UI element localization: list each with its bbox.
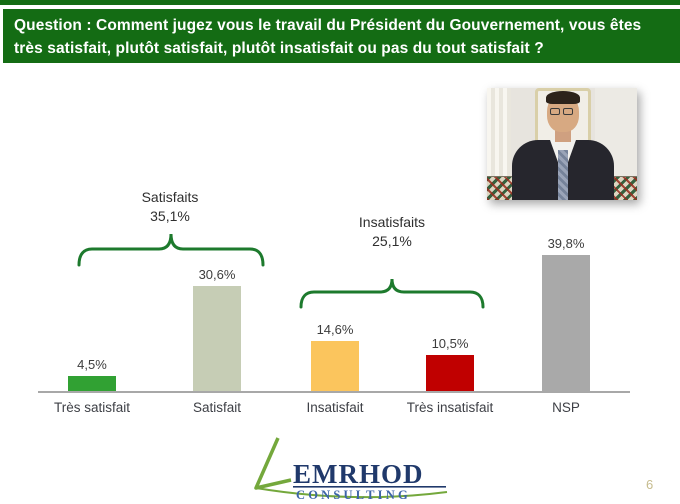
- emrhod-logo: EMRHOD CONSULTING: [254, 437, 448, 502]
- pm-portrait: [487, 88, 637, 200]
- bar-value-label-2: 14,6%: [316, 322, 354, 337]
- annotation-insatisfaits: Insatisfaits 25,1%: [317, 213, 467, 251]
- glasses-icon: [550, 108, 576, 116]
- annotation-insatisfaits-label: Insatisfaits: [358, 214, 426, 230]
- category-label-0: Très satisfait: [53, 400, 131, 415]
- category-label-4: NSP: [552, 400, 580, 415]
- bar-value-label-1: 30,6%: [198, 267, 236, 282]
- question-text: Question : Comment jugez vous le travail…: [14, 17, 642, 57]
- annotation-satisfaits-value: 35,1%: [150, 208, 190, 224]
- bar-chart: 4,5% 30,6% 14,6% 10,5% 39,8%: [0, 231, 680, 391]
- annotation-satisfaits-label: Satisfaits: [141, 189, 199, 205]
- category-label-2: Insatisfait: [306, 400, 364, 415]
- bracket-insatisfaits: [299, 278, 485, 309]
- bar-4: [542, 255, 590, 391]
- bar-value-label-0: 4,5%: [77, 357, 107, 372]
- bar-1: [193, 286, 241, 391]
- page-number: 6: [646, 477, 654, 492]
- category-label-3: Très insatisfait: [406, 400, 494, 415]
- bar-value-label-3: 10,5%: [431, 336, 469, 351]
- tie: [558, 150, 568, 200]
- logo-subtitle: CONSULTING: [296, 488, 411, 502]
- question-banner: Question : Comment jugez vous le travail…: [3, 9, 680, 63]
- category-labels: Très satisfait Satisfait Insatisfait Très i…: [0, 400, 680, 418]
- top-green-strip: [0, 0, 680, 5]
- bar-3: [426, 355, 474, 391]
- category-label-1: Satisfait: [192, 400, 242, 415]
- annotation-satisfaits: Satisfaits 35,1%: [95, 188, 245, 226]
- hair: [546, 91, 580, 104]
- bar-0: [68, 376, 116, 391]
- annotation-insatisfaits-value: 25,1%: [372, 233, 412, 249]
- pm-photo: [487, 88, 637, 200]
- bar-2: [311, 341, 359, 391]
- bar-value-label-4: 39,8%: [547, 236, 585, 251]
- logo-name: EMRHOD: [293, 459, 424, 489]
- x-axis-line: [38, 391, 630, 393]
- bracket-satisfaits: [77, 233, 265, 267]
